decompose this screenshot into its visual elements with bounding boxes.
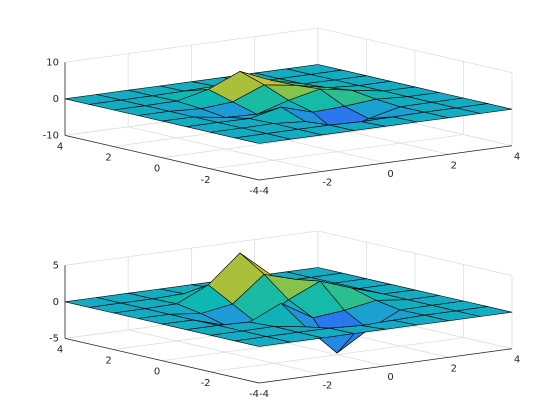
- x-tick-label: -2: [322, 380, 332, 391]
- surface-face: [234, 133, 292, 144]
- x-tick-label: 4: [514, 152, 520, 163]
- x-tick-label: -2: [322, 177, 332, 188]
- x-axis-line: [259, 145, 513, 181]
- grid-line: [64, 230, 513, 276]
- y-axis-line: [64, 134, 260, 181]
- y-tick-label: -2: [201, 175, 211, 186]
- y-tick-label: 4: [57, 141, 63, 152]
- y-axis-line: [64, 337, 260, 384]
- y-tick-label: -2: [201, 378, 211, 389]
- z-tick-label: 10: [46, 57, 59, 68]
- surface-face: [234, 336, 292, 347]
- x-tick-label: -4: [259, 186, 269, 197]
- z-tick-label: 0: [53, 297, 59, 308]
- y-tick-label: 2: [105, 356, 111, 367]
- z-tick-label: -10: [43, 130, 59, 141]
- z-tick-label: -5: [49, 333, 59, 344]
- z-tick-label: 5: [53, 260, 59, 271]
- x-tick-label: 4: [514, 355, 520, 366]
- x-tick-label: 2: [451, 160, 457, 171]
- x-tick-label: 0: [387, 372, 393, 383]
- x-axis-line: [259, 348, 513, 384]
- y-tick-label: -4: [249, 186, 259, 197]
- z-tick-label: 0: [53, 94, 59, 105]
- grid-line: [64, 27, 513, 73]
- x-tick-label: 0: [387, 169, 393, 180]
- y-tick-label: 4: [57, 344, 63, 355]
- y-tick-label: -4: [249, 389, 259, 400]
- y-tick-label: 0: [154, 164, 160, 175]
- x-tick-label: 2: [451, 363, 457, 374]
- x-tick-label: -4: [259, 389, 269, 400]
- y-tick-label: 0: [154, 367, 160, 378]
- y-tick-label: 2: [105, 153, 111, 164]
